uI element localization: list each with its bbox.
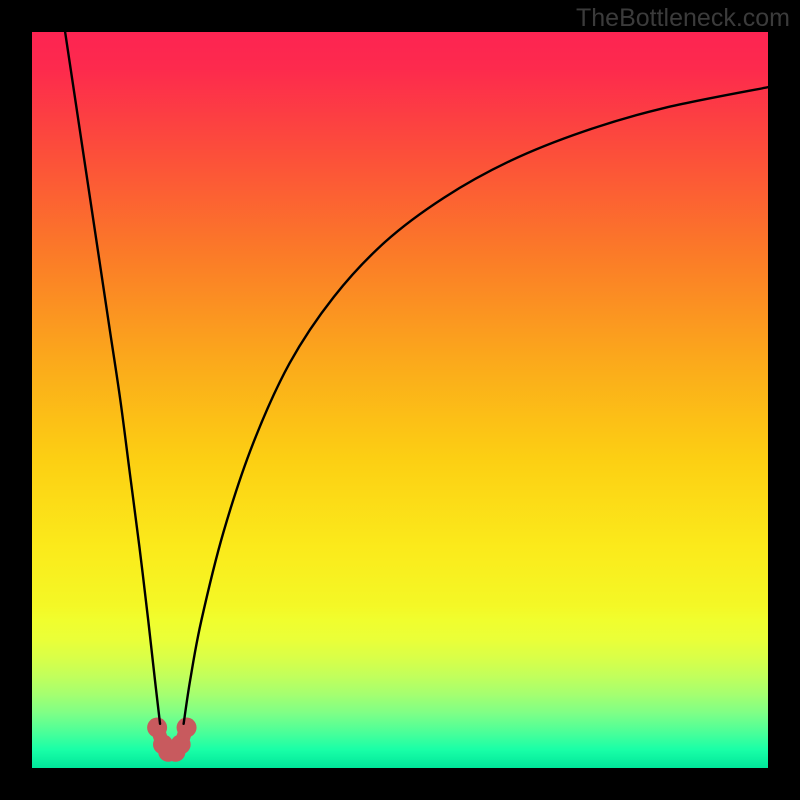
plot-area: [32, 32, 768, 768]
watermark-text: TheBottleneck.com: [576, 4, 790, 33]
chart-frame: [0, 0, 800, 800]
heat-gradient-background: [32, 32, 768, 768]
